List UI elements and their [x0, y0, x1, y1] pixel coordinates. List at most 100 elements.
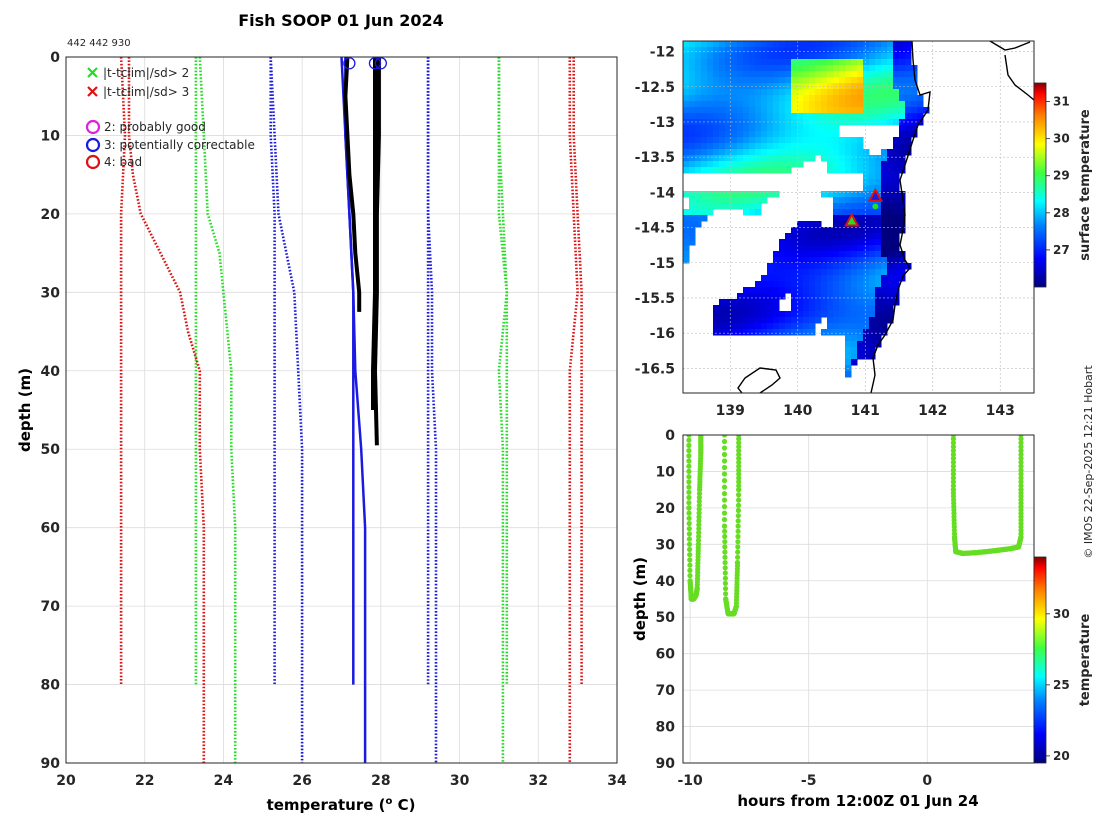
x-tick-label: 32 [529, 773, 548, 789]
sst-cell [839, 143, 846, 150]
sst-cell [857, 89, 864, 96]
track-ylabel: depth (m) [631, 557, 649, 641]
sst-cell [767, 83, 774, 90]
map-y-tick-label: -15.5 [635, 291, 675, 307]
sst-cell [695, 89, 702, 96]
sst-cell [827, 281, 834, 288]
sst-cell [905, 47, 912, 54]
sst-cell [851, 347, 858, 354]
sst-cell [857, 143, 864, 150]
sst-cell [845, 299, 852, 306]
sst-cell [905, 131, 912, 138]
sst-cell [755, 41, 762, 48]
sst-cell [695, 83, 702, 90]
sst-cell [815, 113, 822, 120]
sst-cell [683, 245, 690, 252]
sst-cell [905, 59, 912, 66]
sst-cell [809, 233, 816, 240]
sst-cell [707, 47, 714, 54]
sst-cell [773, 53, 780, 60]
sst-cell [779, 47, 786, 54]
sst-cell [725, 71, 732, 78]
drop-point [696, 502, 702, 508]
drop-point [722, 586, 729, 592]
sst-cell [737, 161, 744, 168]
sst-cell [803, 233, 810, 240]
figure-title: Fish SOOP 01 Jun 2024 [238, 11, 444, 30]
drop-point [950, 467, 957, 473]
sst-cell [755, 167, 762, 174]
sst-cell [893, 59, 900, 66]
sst-cell [875, 323, 882, 330]
sst-cell [773, 71, 780, 78]
sst-cell [755, 95, 762, 102]
sst-cell [767, 287, 774, 294]
sst-cell [881, 257, 888, 264]
sst-cell [755, 113, 762, 120]
sst-cell [695, 41, 702, 48]
sst-cell [827, 47, 834, 54]
sst-cell [827, 41, 834, 48]
sst-cell [845, 137, 852, 144]
sst-cell [719, 125, 726, 132]
sst-cell [761, 311, 768, 318]
sst-cell [815, 47, 822, 54]
sst-cell [791, 227, 798, 234]
y-tick-label: 80 [41, 678, 61, 694]
sst-cell [773, 47, 780, 54]
sst-cell [779, 89, 786, 96]
sst-cell [683, 233, 690, 240]
sst-cell [839, 41, 846, 48]
sst-cell [857, 335, 864, 342]
sst-cell [863, 41, 870, 48]
sst-cell [785, 251, 792, 258]
sst-cell [905, 77, 912, 84]
sst-cell [881, 149, 888, 156]
sst-cell [779, 269, 786, 276]
sst-cell [857, 257, 864, 264]
sst-cell [869, 167, 876, 174]
sst-cell [737, 305, 744, 312]
sst-cell [791, 155, 798, 162]
sst-cell [779, 239, 786, 246]
sst-cell [857, 65, 864, 72]
sst-cell [767, 161, 774, 168]
sst-cell [821, 329, 828, 336]
sst-cell [815, 221, 822, 228]
sst-cell [833, 275, 840, 282]
sst-cell [695, 119, 702, 126]
sst-cell [875, 275, 882, 282]
sst-cell [737, 83, 744, 90]
sst-cell [743, 203, 750, 210]
sst-cell [713, 161, 720, 168]
sst-cell [803, 293, 810, 300]
sst-cell [893, 155, 900, 162]
sst-cell [815, 263, 822, 270]
sst-cell [785, 269, 792, 276]
sst-cell [695, 95, 702, 102]
sst-cell [845, 293, 852, 300]
sst-cell [773, 281, 780, 288]
sst-cell [863, 185, 870, 192]
sst-cell [833, 257, 840, 264]
sst-cell [755, 329, 762, 336]
sst-cell [875, 77, 882, 84]
sst-cell [899, 47, 906, 54]
sst-cell [899, 59, 906, 66]
sst-cell [713, 167, 720, 174]
sst-cell [881, 299, 888, 306]
sst-cell [857, 137, 864, 144]
sst-cell [893, 257, 900, 264]
sst-cell [839, 203, 846, 210]
sst-cell [881, 65, 888, 72]
sst-cell [713, 149, 720, 156]
sst-cell [737, 59, 744, 66]
sst-cell [833, 191, 840, 198]
sst-cell [809, 239, 816, 246]
sst-cell [857, 101, 864, 108]
sst-cell [875, 245, 882, 252]
sst-cell [815, 305, 822, 312]
sst-cell [857, 203, 864, 210]
sst-cell [899, 155, 906, 162]
sst-cell [791, 329, 798, 336]
